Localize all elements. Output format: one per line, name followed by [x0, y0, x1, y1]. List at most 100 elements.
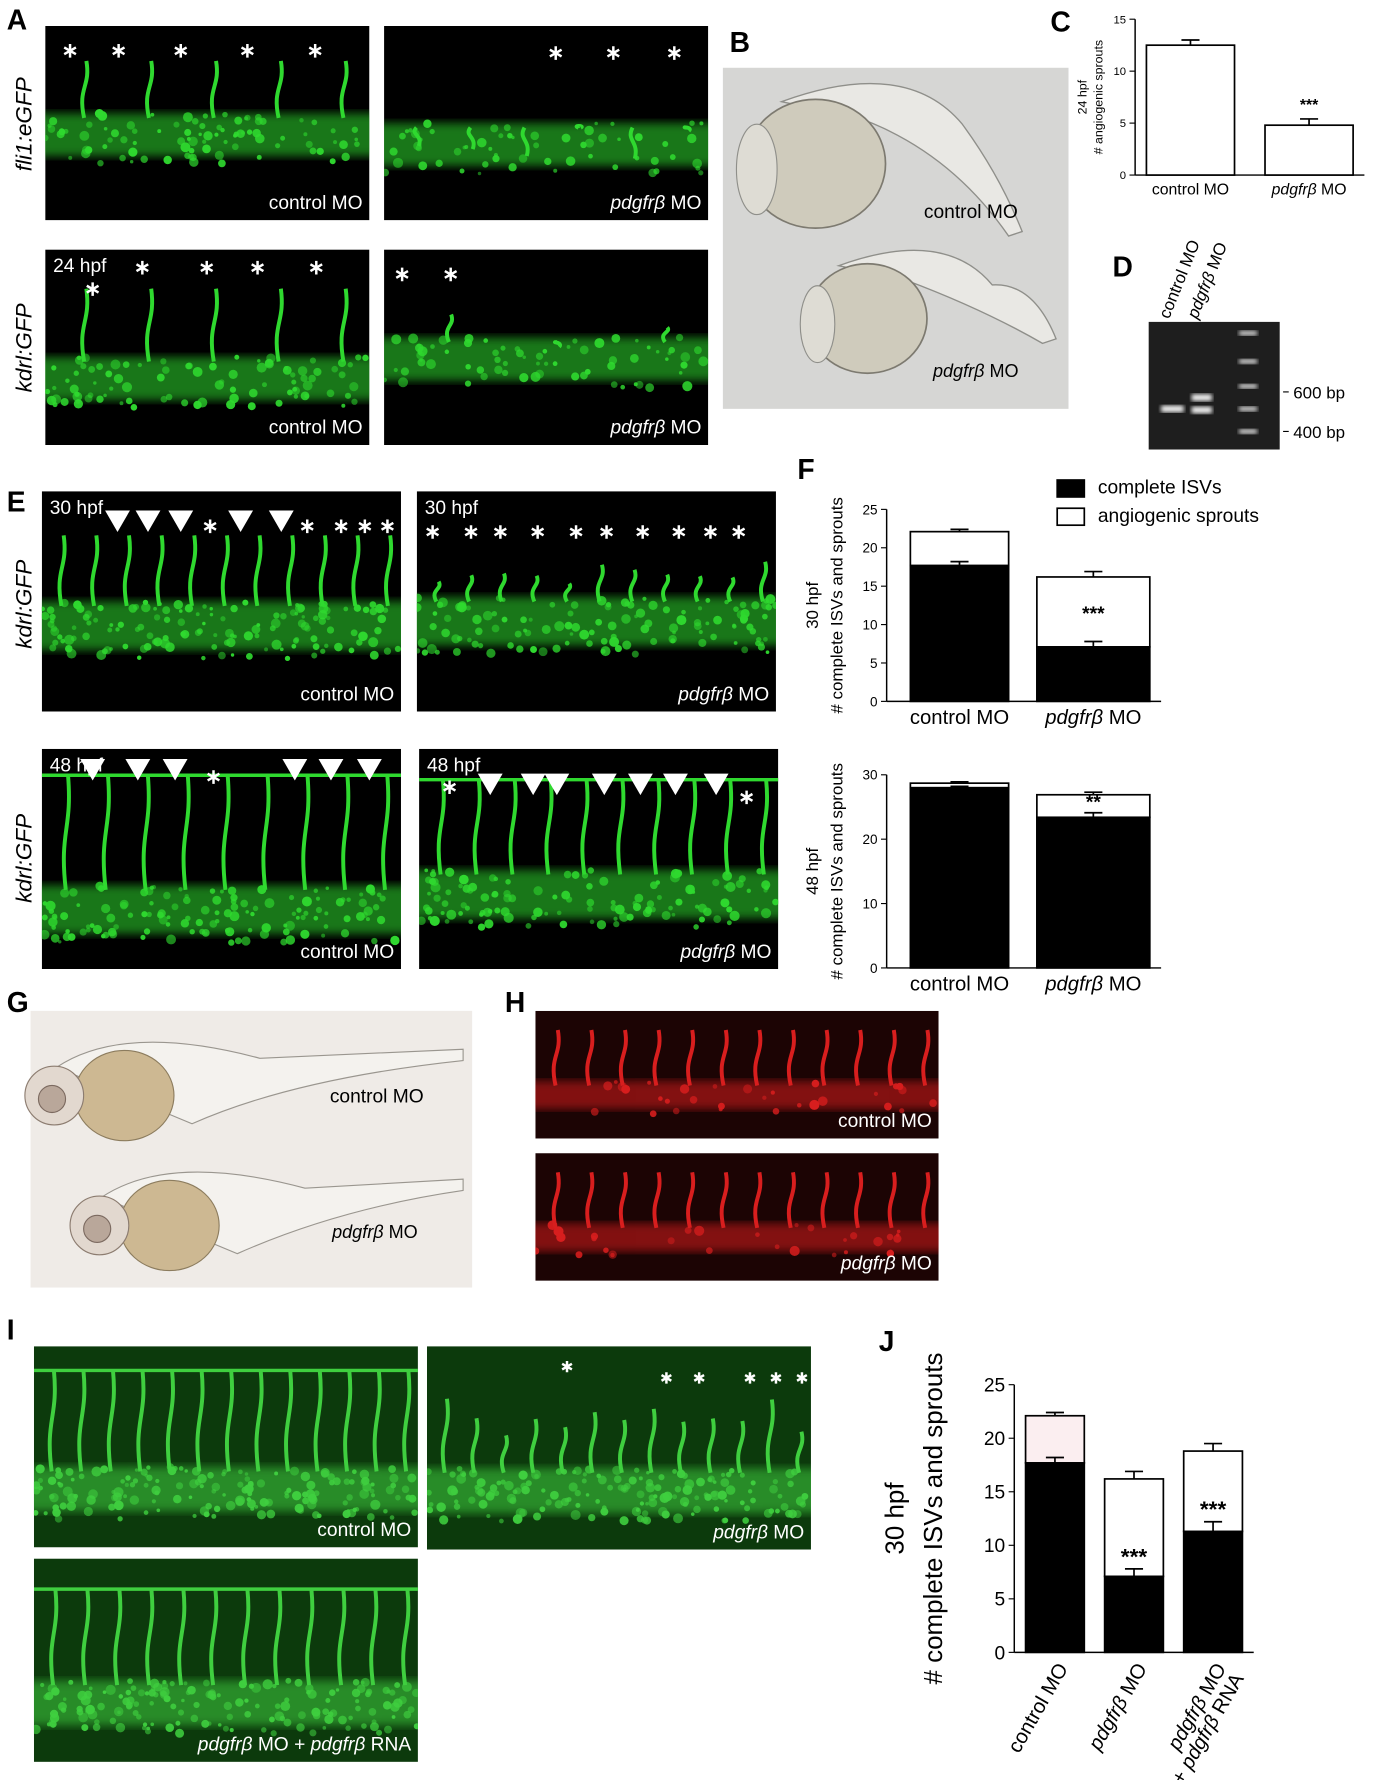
vessel [145, 60, 155, 119]
asterisk [200, 260, 214, 275]
cell [129, 1482, 136, 1488]
cell [117, 621, 124, 628]
vessel [652, 1171, 662, 1229]
vessel [688, 779, 698, 875]
cell [311, 652, 318, 659]
cell [899, 1108, 905, 1114]
cell [760, 908, 772, 919]
cell [541, 1488, 546, 1493]
cell [762, 1095, 767, 1100]
cell [554, 621, 565, 632]
cell [162, 606, 171, 615]
cell [733, 641, 738, 645]
cell [180, 142, 191, 153]
cell [699, 121, 704, 126]
cell [229, 1728, 234, 1733]
cell [755, 1232, 760, 1237]
micrograph [45, 25, 370, 221]
x-tick-label-part: control MO [910, 974, 1009, 996]
cell [299, 118, 304, 123]
cell [658, 1096, 663, 1101]
cell [408, 1494, 417, 1503]
cell [105, 370, 113, 378]
cell [306, 1690, 311, 1695]
vessel [786, 1029, 796, 1086]
cell [65, 378, 70, 383]
cell [143, 1482, 149, 1488]
cell [175, 1482, 184, 1490]
cell [586, 640, 593, 647]
cell [305, 140, 313, 148]
cell [140, 934, 146, 940]
cell [91, 1466, 102, 1477]
vessel [686, 1029, 696, 1086]
cell [929, 1099, 937, 1107]
cell [661, 910, 671, 921]
caption-part: MO [768, 1522, 804, 1543]
panel-label: I [7, 1314, 15, 1346]
error-bar [950, 785, 969, 788]
cell [595, 1499, 601, 1504]
cell [275, 399, 283, 407]
vessel [465, 574, 475, 603]
cell [211, 1488, 217, 1494]
cell [343, 1478, 351, 1485]
arrowhead [477, 773, 503, 796]
cell [594, 338, 605, 349]
vessel [209, 288, 219, 362]
x-tick-label: pdgfrβ MO [1044, 974, 1141, 996]
bar-segment [1036, 816, 1151, 969]
cell [151, 1499, 156, 1504]
cell [739, 1472, 745, 1478]
cell [444, 614, 452, 623]
cell [681, 609, 686, 615]
cell [37, 1477, 44, 1483]
vessel [753, 1029, 763, 1086]
caption-part: MO [984, 361, 1018, 381]
cell [384, 1725, 392, 1734]
cell [713, 1506, 720, 1512]
cell [465, 363, 471, 370]
y-tick-label: 0 [870, 694, 878, 709]
cell [720, 898, 730, 908]
cell [150, 112, 155, 117]
cell [125, 397, 133, 405]
aorta [384, 337, 709, 381]
cell [153, 637, 163, 647]
cell [103, 646, 112, 655]
cell [772, 1107, 780, 1115]
cell [318, 617, 327, 625]
cell [588, 153, 593, 159]
cell [202, 621, 206, 626]
cell [157, 911, 164, 919]
vessel [497, 572, 507, 603]
vessel [436, 779, 446, 875]
asterisk [426, 525, 440, 539]
cell [310, 635, 318, 643]
asterisk [112, 44, 126, 58]
arrowhead [703, 773, 729, 796]
cell [687, 133, 697, 144]
cell [309, 357, 317, 364]
cell [635, 338, 639, 343]
cell [676, 615, 687, 626]
cell [100, 1465, 109, 1474]
asterisk [251, 260, 265, 275]
cell [610, 121, 615, 126]
y-tick-label: 15 [984, 1483, 1005, 1504]
cell [648, 600, 658, 611]
cell [617, 137, 621, 142]
cell [148, 1689, 156, 1697]
cell [570, 601, 579, 609]
cell [545, 1499, 552, 1506]
cell [51, 1687, 60, 1696]
asterisk [744, 1372, 756, 1384]
cell [303, 910, 309, 916]
cell [118, 1694, 124, 1699]
cell [289, 1466, 299, 1476]
cell [86, 121, 93, 128]
arrowhead [135, 510, 161, 532]
cell [216, 124, 223, 131]
bar [1145, 44, 1236, 176]
